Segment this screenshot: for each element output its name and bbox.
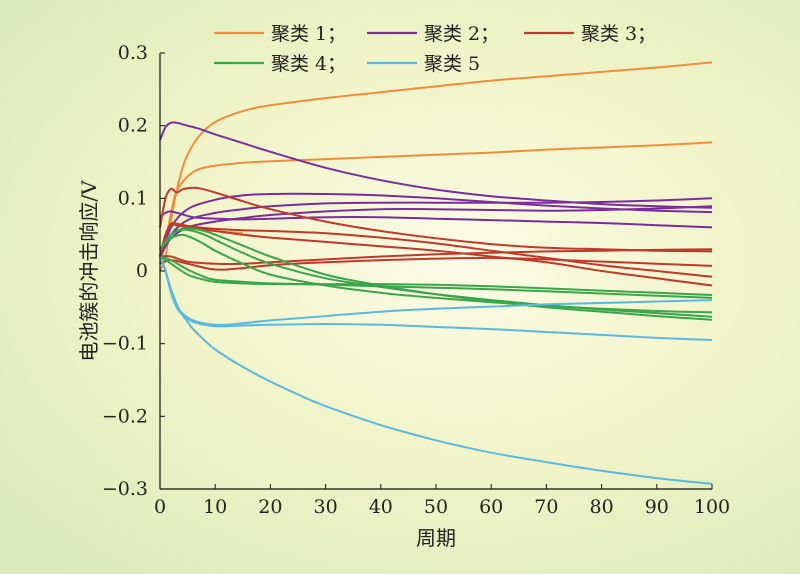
series-line-cluster-4 [159, 227, 713, 321]
series-line-cluster-3 [159, 248, 713, 265]
y-ticks: −0.3 −0.2 −0.1 0 0.1 0.2 0.3 [102, 42, 165, 500]
x-tick-label: 90 [645, 496, 669, 518]
series-line-cluster-4 [159, 233, 713, 314]
series-line-cluster-3 [159, 186, 713, 253]
legend-item: 聚类 3； [524, 23, 656, 45]
legend-label: 聚类 4； [271, 53, 346, 75]
series-line-cluster-2 [159, 210, 713, 229]
series-line-cluster-1 [159, 141, 713, 264]
y-tick-label: −0.1 [102, 333, 148, 355]
y-axis-title: 电池簇的冲击响应/V [77, 180, 101, 362]
legend-item: 聚类 1； [214, 23, 346, 45]
series-line-cluster-1 [159, 61, 713, 272]
y-tick-label: 0.3 [118, 42, 148, 64]
y-tick-label: 0.1 [118, 187, 148, 209]
x-tick-label: 10 [203, 496, 227, 518]
series-line-cluster-3 [159, 256, 713, 271]
x-tick-label: 20 [258, 496, 282, 518]
series-line-cluster-2 [159, 192, 713, 257]
legend-label: 聚类 2； [424, 23, 499, 45]
legend-label: 聚类 3； [581, 23, 656, 45]
series-line-cluster-3 [159, 223, 713, 287]
legend: 聚类 1； 聚类 2； 聚类 3； 聚类 4； 聚类 5 [214, 23, 656, 75]
series-line-cluster-2 [159, 197, 713, 257]
x-tick-label: 100 [694, 496, 730, 518]
legend-item: 聚类 5 [367, 53, 480, 75]
x-ticks: 0 10 20 30 40 50 60 70 80 90 100 [154, 484, 730, 518]
legend-label: 聚类 1； [271, 23, 346, 45]
series-line-cluster-5 [159, 256, 713, 485]
x-axis-title: 周期 [416, 526, 456, 550]
x-tick-label: 50 [424, 496, 448, 518]
x-tick-label: 0 [154, 496, 166, 518]
series-line-cluster-2 [159, 121, 713, 209]
x-tick-label: 40 [369, 496, 393, 518]
y-tick-label: −0.3 [102, 478, 148, 500]
legend-label: 聚类 5 [424, 53, 480, 75]
x-tick-label: 30 [314, 496, 338, 518]
y-tick-label: −0.2 [102, 405, 148, 427]
y-tick-label: 0 [136, 260, 148, 282]
legend-item: 聚类 4； [214, 53, 346, 75]
legend-item: 聚类 2； [367, 23, 499, 45]
axes [159, 53, 712, 490]
series-lines [159, 61, 713, 485]
series-line-cluster-5 [159, 256, 713, 326]
series-line-cluster-4 [159, 255, 713, 299]
y-tick-label: 0.2 [118, 115, 148, 137]
x-tick-label: 80 [590, 496, 614, 518]
x-tick-label: 60 [479, 496, 503, 518]
x-tick-label: 70 [534, 496, 558, 518]
